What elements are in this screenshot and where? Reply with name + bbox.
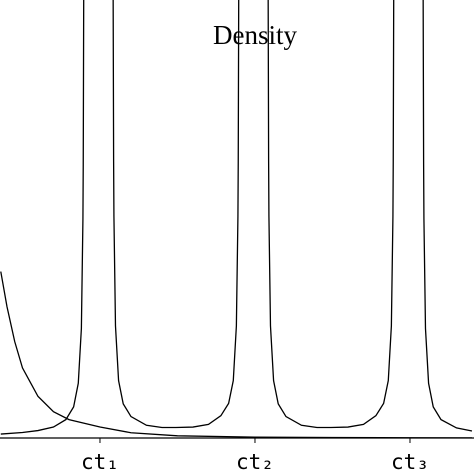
plot-area: [0, 0, 473, 439]
x-tick-label: ct₃: [391, 450, 429, 474]
density-curve: [0, 0, 473, 435]
x-tick-label: ct₂: [236, 450, 274, 474]
chart-title: Density: [213, 20, 297, 50]
x-tick-label: ct₁: [81, 450, 119, 474]
